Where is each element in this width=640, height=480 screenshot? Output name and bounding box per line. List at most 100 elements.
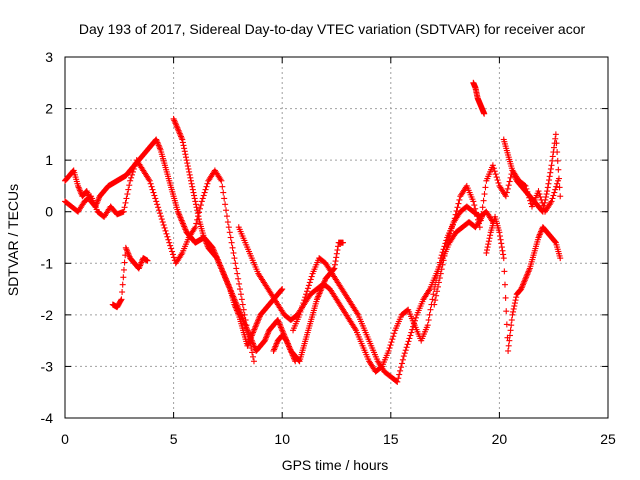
data-point — [237, 291, 250, 329]
data-point — [170, 193, 181, 213]
data-point — [394, 356, 406, 385]
data-point — [196, 219, 207, 239]
data-point — [290, 314, 302, 334]
data-point — [500, 255, 511, 341]
x-tick-labels: 0 5 10 15 20 25 — [61, 431, 616, 447]
x-tick-label: 0 — [61, 431, 69, 447]
data-point — [313, 287, 324, 303]
data-point — [470, 198, 482, 227]
data-point — [179, 136, 190, 161]
data-point — [214, 255, 224, 270]
data-point — [218, 177, 230, 220]
data-point — [437, 244, 450, 277]
data-point — [548, 180, 561, 205]
y-tick-label: -3 — [41, 358, 54, 374]
data-point — [172, 251, 185, 267]
data-point — [166, 177, 176, 198]
y-tick-label: -1 — [41, 255, 54, 271]
data-point — [133, 157, 146, 172]
data-point — [500, 136, 511, 156]
data-point — [240, 327, 250, 347]
data-point — [287, 347, 298, 359]
data-point — [361, 327, 374, 347]
y-tick-label: -2 — [41, 307, 54, 323]
data-point — [279, 286, 286, 293]
data-point — [322, 271, 333, 282]
data-point — [224, 219, 237, 256]
data-point — [231, 255, 244, 293]
data-point — [242, 239, 254, 259]
data-point — [531, 236, 541, 256]
data-point — [450, 196, 463, 226]
data-point — [552, 131, 563, 191]
data-point — [153, 136, 163, 152]
data-point — [333, 296, 346, 312]
x-axis-label: GPS time / hours — [282, 457, 389, 473]
data-point — [303, 273, 315, 298]
data-point — [355, 311, 367, 332]
data-point — [146, 177, 159, 202]
x-tick-label: 20 — [492, 431, 508, 447]
x-tick-label: 15 — [383, 431, 399, 447]
data-point — [340, 239, 347, 246]
data-point — [107, 203, 120, 217]
data-point — [296, 294, 309, 318]
data-point — [300, 329, 311, 349]
data-point — [253, 313, 263, 329]
data-point — [459, 219, 472, 231]
data-point — [222, 275, 233, 291]
data-point — [353, 327, 365, 347]
data-point — [122, 244, 133, 260]
y-tick-labels: -4 -3 -2 -1 0 1 2 3 — [41, 49, 54, 426]
chart-title: Day 193 of 2017, Sidereal Day-to-day VTE… — [79, 21, 586, 37]
data-point — [140, 147, 150, 158]
data-point — [120, 182, 133, 215]
data-point — [509, 167, 520, 183]
data-point — [114, 297, 124, 311]
data-point — [179, 219, 190, 234]
data-point — [526, 252, 537, 272]
grid — [65, 57, 608, 418]
data-point — [274, 301, 287, 317]
data-point — [544, 229, 554, 240]
data-point — [472, 84, 481, 100]
data-point — [326, 286, 339, 301]
data-point — [463, 182, 476, 203]
data-point — [420, 287, 432, 303]
data-point — [483, 232, 494, 256]
data-point — [481, 110, 488, 117]
data-point — [496, 182, 508, 198]
data-point — [198, 180, 211, 205]
data-point — [144, 257, 151, 264]
data-point — [544, 165, 554, 195]
y-axis-label: SDTVAR / TECUs — [5, 184, 21, 296]
data-point — [518, 277, 528, 293]
data-point — [496, 229, 507, 258]
data-point — [398, 307, 411, 318]
data-point — [316, 255, 328, 266]
data-point — [231, 301, 242, 317]
y-tick-label: 0 — [45, 204, 53, 220]
data-point — [539, 224, 550, 235]
data-point — [261, 302, 272, 313]
y-tick-label: 3 — [45, 49, 53, 65]
data-point — [211, 167, 224, 183]
x-tick-label: 5 — [170, 431, 178, 447]
x-tick-label: 25 — [600, 431, 616, 447]
data-point — [400, 335, 413, 360]
data-point — [261, 328, 272, 344]
data-point — [255, 270, 267, 286]
y-tick-label: 2 — [45, 101, 53, 117]
data-point — [489, 162, 502, 186]
data-point — [159, 219, 172, 243]
data-point — [509, 294, 520, 318]
data-point — [218, 265, 229, 281]
data-point — [359, 342, 372, 363]
data-point — [387, 373, 400, 385]
data-point — [192, 198, 203, 223]
data-point — [548, 234, 559, 245]
data-point — [118, 252, 129, 303]
data-point — [407, 314, 419, 339]
x-tick-label: 10 — [274, 431, 290, 447]
